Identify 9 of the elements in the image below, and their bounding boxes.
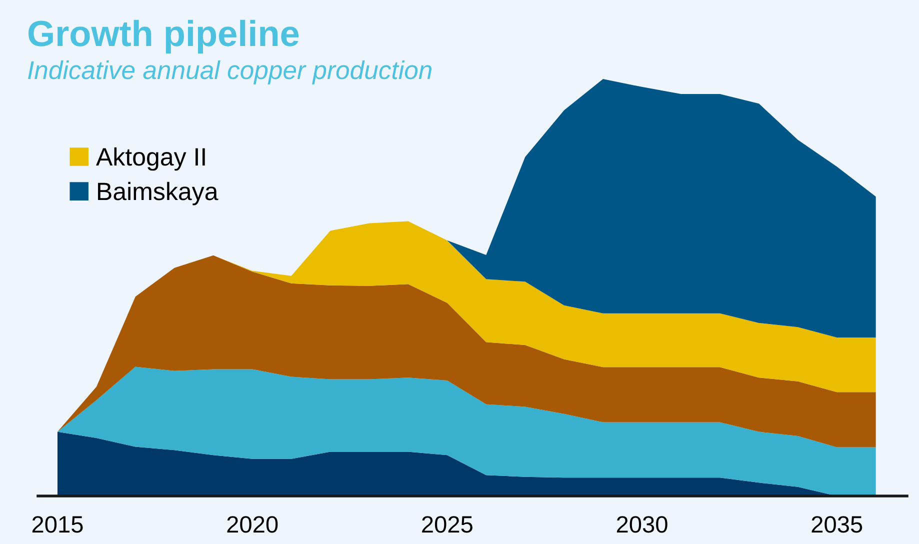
x-tick-label: 2015: [32, 516, 83, 533]
legend-label: Aktogay II: [96, 147, 205, 171]
x-tick-label: 2020: [227, 516, 278, 533]
legend-label: Baimskaya: [98, 182, 218, 206]
chart-subtitle: Indicative annual copper production: [28, 60, 432, 84]
x-tick-label: 2035: [812, 516, 862, 533]
x-tick-label: 2030: [616, 516, 668, 533]
x-tick-label: 2025: [422, 516, 472, 533]
chart-title: Growth pipeline: [28, 20, 299, 54]
